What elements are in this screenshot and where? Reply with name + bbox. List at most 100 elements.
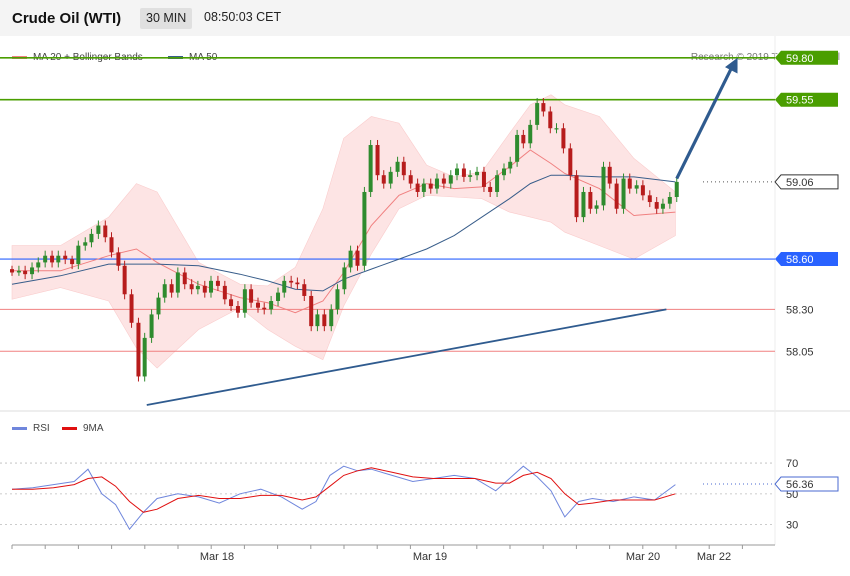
candle-body bbox=[162, 284, 167, 298]
candle-body bbox=[23, 270, 28, 275]
candle-body bbox=[528, 124, 533, 144]
candle bbox=[381, 170, 386, 189]
legend-9ma: 9MA bbox=[62, 423, 104, 434]
candle bbox=[229, 294, 234, 312]
candle bbox=[455, 163, 460, 181]
candle bbox=[362, 186, 367, 271]
candle-body bbox=[355, 250, 360, 266]
candle bbox=[195, 280, 200, 295]
candle bbox=[568, 143, 573, 181]
candle-body bbox=[654, 202, 659, 209]
candle bbox=[209, 275, 214, 298]
candle bbox=[408, 170, 413, 189]
level-tag-58.05: 58.05 bbox=[786, 346, 814, 358]
candle-body bbox=[667, 197, 672, 204]
candle bbox=[535, 98, 540, 130]
candle-body bbox=[142, 337, 147, 377]
candle bbox=[588, 186, 593, 214]
candle-body bbox=[395, 161, 400, 172]
level-tag-bg bbox=[774, 174, 839, 190]
candle-body bbox=[103, 225, 108, 238]
candle bbox=[401, 156, 406, 181]
candle bbox=[89, 228, 94, 248]
candle bbox=[441, 173, 446, 189]
candle bbox=[335, 284, 340, 315]
candle-body bbox=[388, 171, 393, 184]
rsi-tick-label: 50 bbox=[786, 489, 798, 501]
candle bbox=[315, 309, 320, 332]
candle-body bbox=[96, 225, 101, 234]
candle bbox=[136, 317, 141, 382]
rsi-tick-label: 30 bbox=[786, 520, 798, 532]
candle-body bbox=[36, 262, 41, 268]
x-tick-label: Mar 20 bbox=[626, 551, 660, 563]
candle-body bbox=[627, 178, 632, 189]
candle-body bbox=[122, 265, 127, 295]
candle-body bbox=[16, 270, 21, 273]
rsi-tick-label: 70 bbox=[786, 458, 798, 470]
candle bbox=[448, 170, 453, 189]
candle-body bbox=[235, 306, 240, 313]
candle bbox=[508, 156, 513, 174]
candle bbox=[162, 279, 167, 303]
candle-body bbox=[415, 183, 420, 192]
level-label: 59.55 bbox=[786, 95, 814, 107]
candle bbox=[70, 255, 75, 270]
candle bbox=[621, 173, 626, 214]
candle bbox=[488, 181, 493, 198]
timeframe-badge[interactable]: 30 MIN bbox=[140, 8, 193, 29]
candle-body bbox=[421, 183, 426, 192]
candle bbox=[660, 198, 665, 214]
candle-body bbox=[222, 285, 227, 300]
candle-body bbox=[136, 322, 141, 377]
candle-body bbox=[548, 111, 553, 129]
candle bbox=[627, 173, 632, 194]
candle-body bbox=[83, 242, 88, 246]
candle bbox=[156, 292, 161, 320]
candle-body bbox=[249, 289, 254, 303]
candle-body bbox=[156, 297, 161, 315]
candle bbox=[368, 139, 373, 198]
candle-body bbox=[515, 134, 520, 162]
candle bbox=[302, 279, 307, 301]
rsi-current-tag: 56.36 bbox=[774, 476, 839, 492]
candle-body bbox=[169, 284, 174, 293]
candle-body bbox=[10, 269, 14, 273]
candle bbox=[142, 332, 147, 382]
level-label: 58.60 bbox=[786, 254, 814, 266]
chart-header: Crude Oil (WTI) 30 MIN 08:50:03 CET bbox=[0, 0, 850, 36]
projection-arrow-shaft bbox=[675, 65, 734, 180]
ma50-line bbox=[11, 174, 676, 292]
candle-body bbox=[30, 267, 35, 275]
candle bbox=[634, 180, 639, 194]
level-tag-59.06: 59.06 bbox=[774, 174, 839, 190]
candle bbox=[23, 265, 28, 280]
level-tag-bg bbox=[775, 92, 838, 107]
candle bbox=[189, 279, 194, 295]
rsi-9ma-line bbox=[12, 467, 676, 513]
candle bbox=[50, 250, 55, 268]
candle-body bbox=[441, 178, 446, 184]
candle-body bbox=[541, 103, 546, 112]
candle bbox=[348, 245, 353, 273]
level-label: 59.06 bbox=[786, 177, 814, 189]
candle bbox=[122, 260, 127, 300]
candle-body bbox=[508, 161, 513, 169]
level-label: 58.30 bbox=[786, 304, 814, 316]
candle bbox=[434, 173, 439, 194]
candle bbox=[515, 129, 520, 167]
candle-body bbox=[329, 309, 334, 327]
rsi-line bbox=[11, 465, 676, 531]
candle bbox=[16, 265, 21, 276]
ma20-line bbox=[12, 149, 676, 314]
candle bbox=[528, 119, 533, 149]
candle bbox=[501, 163, 506, 181]
projection-arrow-head bbox=[725, 57, 738, 74]
candle-body bbox=[574, 175, 579, 218]
candle-body bbox=[601, 166, 606, 206]
candle bbox=[428, 178, 433, 194]
candle-body bbox=[149, 314, 154, 338]
candle-body bbox=[342, 267, 347, 290]
support-trendline bbox=[146, 308, 667, 406]
